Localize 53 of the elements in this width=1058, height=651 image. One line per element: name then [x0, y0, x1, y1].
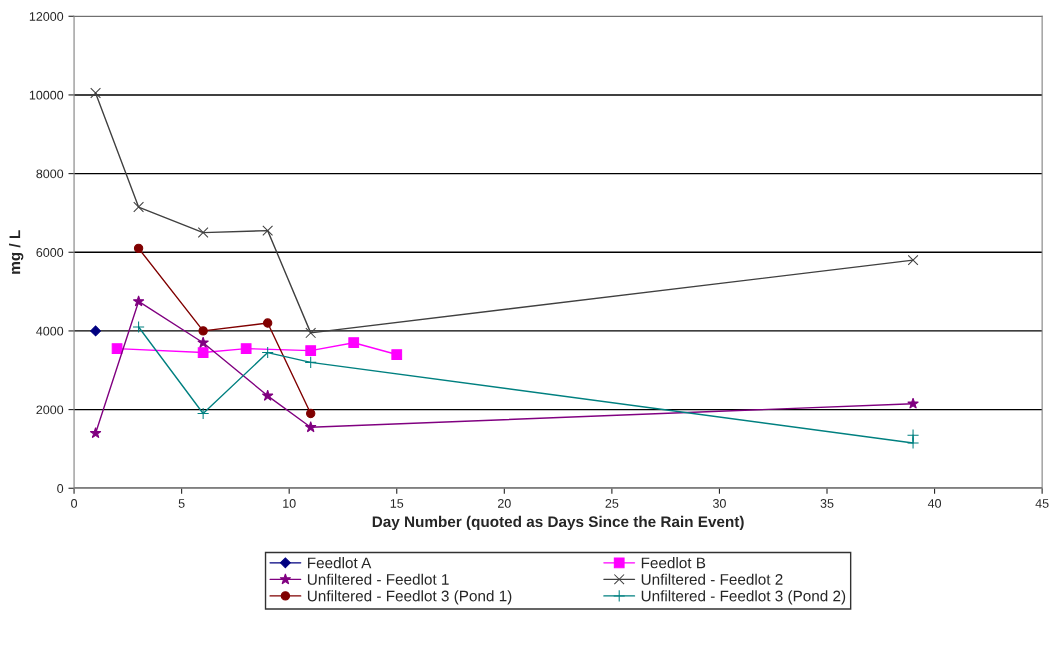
point — [907, 254, 919, 266]
point — [262, 225, 274, 237]
point — [304, 421, 317, 433]
point — [197, 227, 209, 238]
y-tick-label: 2000 — [36, 405, 64, 415]
point — [133, 243, 144, 254]
point — [132, 320, 145, 334]
x-tick-label: 25 — [605, 499, 619, 508]
y-axis-title: mg / L — [9, 230, 24, 274]
point — [906, 429, 920, 442]
x-tick-label: 40 — [927, 499, 942, 508]
legend-label: Feedlot A — [308, 557, 372, 569]
y-tick-label: 8000 — [36, 169, 64, 179]
point — [907, 397, 919, 409]
point — [90, 325, 101, 337]
point — [391, 349, 403, 360]
y-tick-label: 6000 — [36, 248, 64, 257]
point — [197, 347, 209, 358]
point — [261, 346, 274, 359]
x-tick-label: 35 — [820, 499, 834, 508]
point — [197, 336, 209, 348]
legend-label: Unfiltered - Feedlot 2 — [641, 573, 783, 585]
y-tick-label: 4000 — [36, 326, 64, 336]
point — [305, 345, 317, 356]
x-tick-label: 0 — [71, 499, 78, 508]
point — [132, 295, 145, 307]
point — [262, 318, 273, 328]
y-tick-label: 0 — [57, 484, 64, 493]
point — [261, 389, 274, 401]
point — [348, 337, 360, 349]
point — [305, 327, 317, 339]
point — [111, 343, 123, 354]
point — [133, 201, 144, 213]
legend-label: Unfiltered - Feedlot 1 — [307, 573, 449, 585]
legend-label: Unfiltered - Feedlot 3 (Pond 1) — [307, 590, 512, 605]
point — [304, 356, 317, 369]
y-tick-label: 12000 — [29, 12, 64, 21]
point — [89, 427, 102, 439]
point — [240, 343, 252, 354]
point — [90, 87, 101, 99]
x-axis-title: Day Number (quoted as Days Since the Rain Event) — [372, 515, 744, 531]
x-tick-label: 20 — [497, 499, 511, 508]
legend-label: Unfiltered - Feedlot 3 (Pond 2) — [641, 590, 846, 605]
point — [197, 407, 210, 420]
x-tick-label: 15 — [390, 499, 404, 508]
legend-label: Feedlot B — [641, 557, 706, 569]
x-tick-label: 45 — [1035, 499, 1049, 508]
point — [198, 326, 208, 336]
x-tick-label: 30 — [712, 499, 726, 508]
x-tick-label: 10 — [283, 499, 296, 508]
x-tick-label: 5 — [178, 499, 185, 508]
y-tick-label: 10000 — [29, 90, 64, 100]
point — [306, 408, 316, 419]
